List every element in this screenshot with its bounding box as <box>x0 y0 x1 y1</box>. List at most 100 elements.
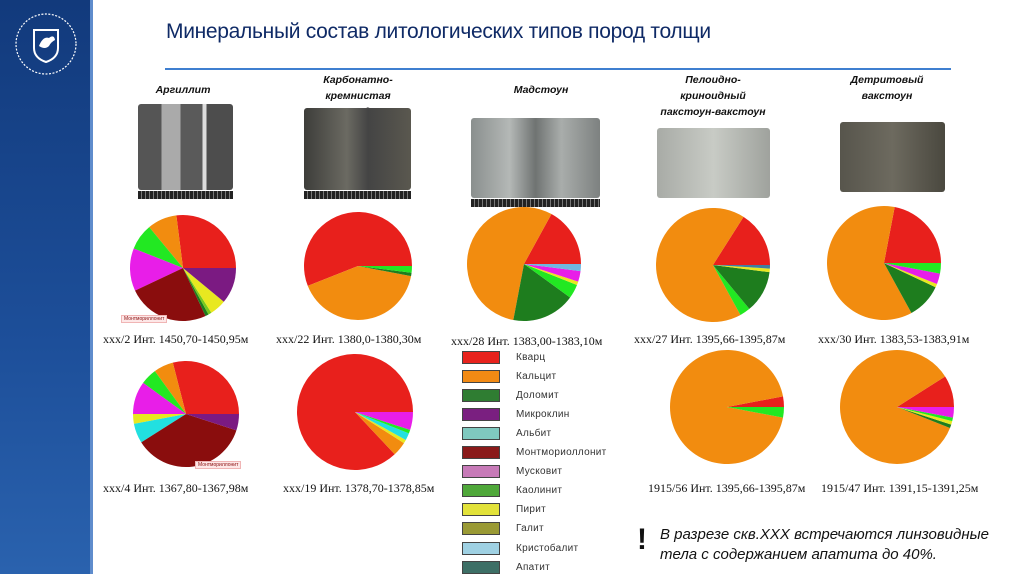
pie-slice <box>183 268 212 315</box>
core-photo-mudstone <box>471 118 600 198</box>
core-photo-argillite <box>138 104 233 190</box>
pie-slice-label-montmorillonite: Монтмориллонит <box>121 315 168 323</box>
pie-chart <box>133 361 239 467</box>
pie-chart <box>656 208 770 322</box>
pie-caption: 1915/56 Инт. 1395,66-1395,87м <box>648 481 806 495</box>
university-logo-icon <box>15 13 77 75</box>
pie-caption: xxx/19 Инт. 1378,70-1378,85м <box>283 481 435 495</box>
column-header-mudstone: Мадстоун <box>513 84 569 96</box>
legend-swatch <box>462 369 500 383</box>
pie-slice <box>355 412 413 430</box>
legend-item: Доломит <box>462 387 559 403</box>
pie-slice <box>897 407 952 428</box>
sidebar-edge <box>90 0 93 574</box>
pie-slice <box>884 263 940 284</box>
apatite-note: В разрезе скв.XXX встречаются линзовидны… <box>660 526 989 563</box>
pie-slice-label-montmorillonite: Монтмориллонит <box>195 461 242 469</box>
pie-slice <box>154 362 186 414</box>
pie-slice <box>713 216 770 265</box>
legend-swatch <box>462 388 500 402</box>
legend-item: Микроклин <box>462 406 570 422</box>
legend-swatch <box>462 560 500 574</box>
legend-item: Апатит <box>462 559 550 575</box>
pie-chart <box>827 206 942 321</box>
pie-slice <box>897 376 954 407</box>
legend-item: Галит <box>462 521 544 537</box>
pie-slice <box>183 268 209 316</box>
pie-slice <box>827 206 912 321</box>
pie-slice <box>183 268 236 302</box>
pie-slice <box>897 407 954 418</box>
pie-caption: xxx/27 Инт. 1395,66-1395,87м <box>634 332 786 346</box>
pie-slice <box>186 414 239 431</box>
legend-item: Монтмориоллонит <box>462 445 607 461</box>
pie-slice <box>130 248 183 291</box>
legend-swatch <box>462 503 500 517</box>
core-photo-peloid-crinoid <box>657 128 770 198</box>
legend-label: Монтмориоллонит <box>516 447 607 458</box>
legend-item: Мусковит <box>462 464 562 480</box>
pie-slice <box>133 382 186 414</box>
pie-slice <box>884 263 942 274</box>
pie-caption: xxx/30 Инт. 1383,53-1383,91м <box>818 332 970 346</box>
legend-swatch <box>462 446 500 459</box>
pie-chart <box>466 207 581 322</box>
pie-caption: 1915/47 Инт. 1391,15-1391,25м <box>821 481 979 495</box>
pie-slice <box>713 265 770 309</box>
column-header-peloid-crinoid: Пелоидно-криноидный пакстоун-вакстоун <box>660 74 766 118</box>
pie-slice <box>513 264 571 322</box>
scale-ruler <box>471 199 600 207</box>
exclamation-mark: ! <box>637 523 647 556</box>
pie-caption: xxx/2 Инт. 1450,70-1450,95м <box>103 332 249 346</box>
legend-swatch <box>462 484 500 498</box>
legend-item: Кристобалит <box>462 540 578 556</box>
legend-swatch <box>462 522 500 536</box>
pie-slice <box>884 207 941 263</box>
legend-item: Пирит <box>462 502 546 518</box>
pie-slice <box>524 214 581 264</box>
pie-slice <box>358 266 412 273</box>
pie-slice <box>304 211 412 286</box>
pie-slice <box>466 207 552 320</box>
column-header-argillite: Аргиллит <box>155 84 211 96</box>
pie-slice <box>727 407 784 418</box>
legend-label: Мусковит <box>516 466 563 478</box>
pie-slice <box>183 268 224 313</box>
legend-swatch <box>462 407 500 421</box>
pie-slice <box>133 414 186 443</box>
pie-slice <box>172 361 239 414</box>
legend-label: Кальцит <box>516 370 557 382</box>
legend-label: Пирит <box>516 504 547 516</box>
pie-chart <box>670 350 784 465</box>
legend-label: Каолинит <box>516 485 563 497</box>
legend-label: Галит <box>516 523 544 535</box>
pie-slice <box>897 407 953 425</box>
pie-slice <box>524 264 579 285</box>
legend-item: Альбит <box>462 425 551 441</box>
column-header-detrital: Детритовый вакстоун <box>850 74 924 102</box>
pie-slice <box>355 412 404 455</box>
pie-slice <box>656 208 744 322</box>
pie-slice <box>133 227 183 268</box>
core-photo-carbonate-siliceous <box>304 108 411 190</box>
pie-slice <box>176 215 236 268</box>
legend-label: Кристобалит <box>516 542 579 554</box>
pie-slice <box>135 268 206 321</box>
pie-caption: xxx/28 Инт. 1383,00-1383,10м <box>451 334 603 348</box>
legend-label: Доломит <box>516 389 559 401</box>
legend-label: Альбит <box>516 427 552 439</box>
pie-slice <box>307 266 412 321</box>
legend-label: Кварц <box>516 351 546 363</box>
sidebar-band <box>0 0 90 574</box>
pie-slice <box>358 266 412 277</box>
pie-slice <box>713 265 770 269</box>
pie-slice <box>670 350 783 465</box>
scale-ruler <box>138 191 233 199</box>
pie-chart <box>130 215 236 321</box>
pie-slice <box>524 264 581 272</box>
scale-ruler <box>304 191 411 199</box>
legend-item: Кальцит <box>462 368 556 384</box>
pie-slice <box>713 265 770 273</box>
title-divider <box>165 68 951 70</box>
pie-slice <box>355 412 406 444</box>
